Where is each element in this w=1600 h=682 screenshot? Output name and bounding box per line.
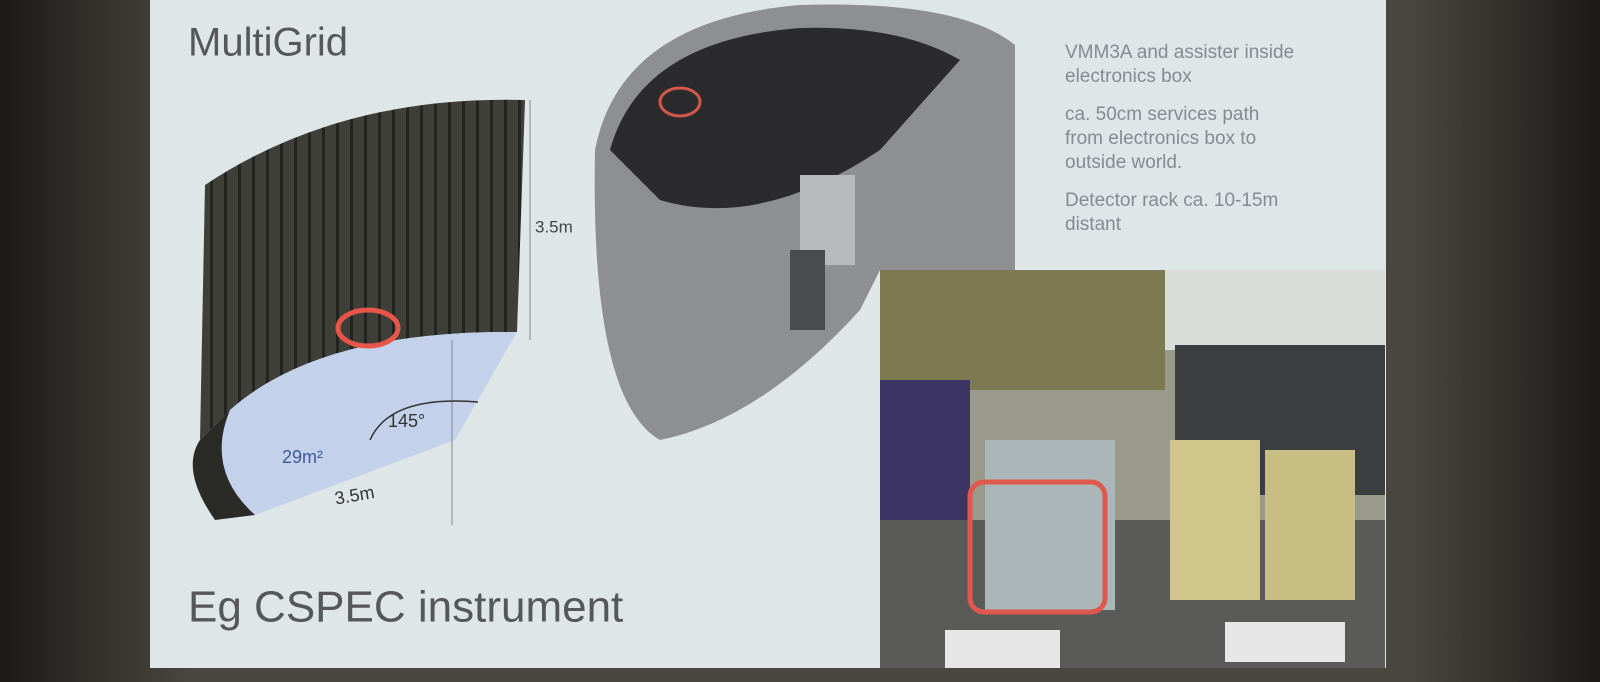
- note-line: electronics box: [1065, 66, 1192, 87]
- highlight-box: [967, 479, 1108, 615]
- crate: [1170, 440, 1260, 600]
- notes: VMM3A and assister inside electronics box…: [1065, 42, 1294, 235]
- note-line: from electronics box to: [1065, 128, 1256, 149]
- note-line: ca. 50cm services path: [1065, 104, 1259, 125]
- facility-photo: [880, 270, 1385, 668]
- area-label: 29m²: [282, 447, 323, 467]
- hall-wall: [1165, 270, 1385, 350]
- wrapped-detector: [985, 440, 1115, 610]
- cspec-drawing: [594, 4, 1015, 440]
- crate: [1265, 450, 1355, 600]
- purple-panels: [880, 380, 970, 540]
- detector-wall: [200, 99, 525, 440]
- note-line: distant: [1065, 214, 1122, 235]
- slide-caption: Eg CSPEC instrument: [188, 583, 623, 632]
- highlight-ring: [335, 307, 401, 349]
- paper: [1225, 622, 1345, 662]
- detector-floor: [221, 331, 517, 515]
- angle-label: 145°: [388, 411, 425, 431]
- paper: [945, 630, 1060, 668]
- height-label: 3.5m: [535, 217, 573, 236]
- multigrid-drawing: [192, 99, 531, 525]
- note-line: Detector rack ca. 10-15m: [1065, 190, 1278, 211]
- note-line: VMM3A and assister inside: [1065, 42, 1294, 63]
- detector-interior: [610, 27, 960, 209]
- slide-title: MultiGrid: [188, 21, 348, 65]
- note-line: outside world.: [1065, 152, 1182, 173]
- hall-gallery: [880, 270, 1165, 390]
- detector-edge: [192, 410, 255, 520]
- electronics-box: [790, 250, 825, 330]
- highlight-ring: [658, 86, 702, 118]
- angle-arc: [369, 400, 479, 441]
